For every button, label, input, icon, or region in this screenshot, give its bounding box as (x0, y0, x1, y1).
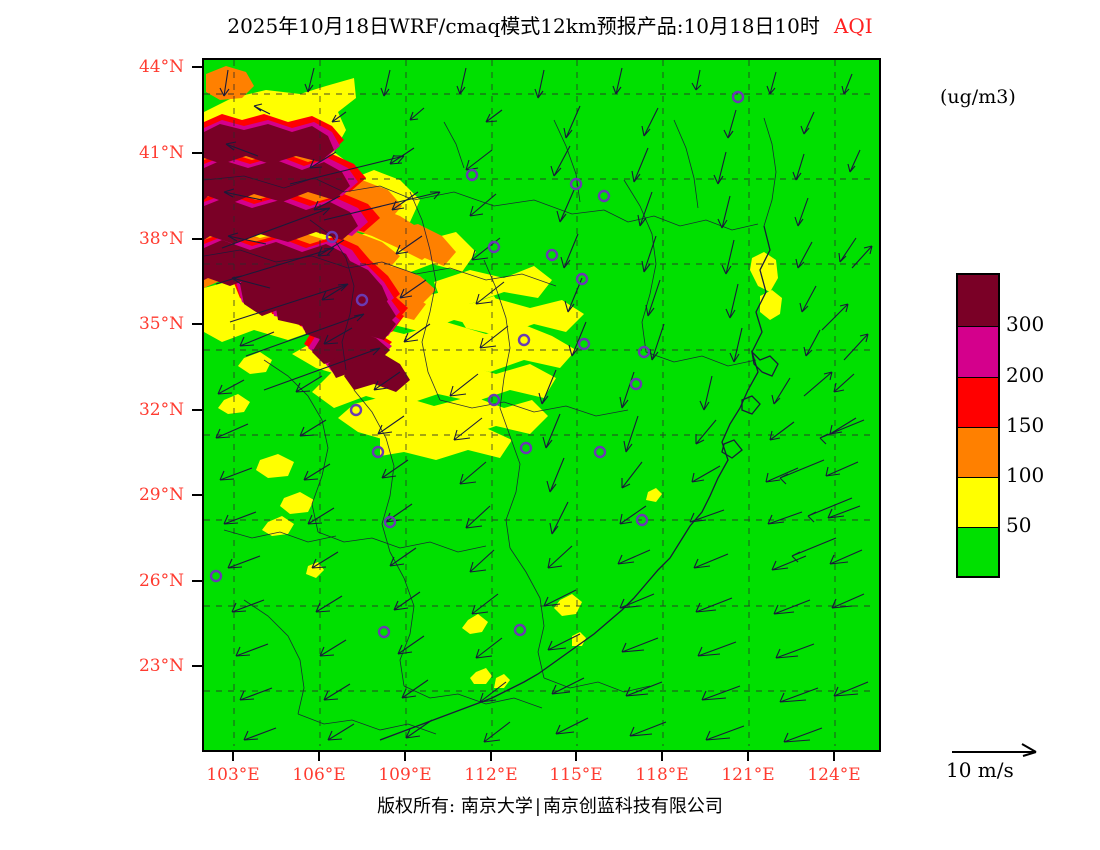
x-axis-label-103e: 103°E (206, 765, 260, 785)
colorbar-band-moderate (958, 477, 998, 527)
colorbar-divider-50 (958, 527, 998, 528)
y-axis-label-38n: 38°N (138, 229, 184, 249)
city-marker-group[interactable] (209, 90, 745, 639)
colorbar-divider-100 (958, 477, 998, 478)
x-tick-3 (490, 751, 492, 761)
x-tick-1 (318, 751, 320, 761)
x-tick-5 (661, 751, 663, 761)
x-axis-label-109e: 109°E (378, 765, 432, 785)
colorbar-divider-150 (958, 427, 998, 428)
x-axis-label-112e: 112°E (464, 765, 518, 785)
colorbar-band-severe (958, 275, 998, 326)
y-tick-7 (192, 665, 202, 667)
x-axis-label-121e: 121°E (721, 765, 775, 785)
y-axis-label-29n: 29°N (138, 485, 184, 505)
colorbar-tick-100: 100 (1006, 463, 1045, 487)
y-axis-label-23n: 23°N (138, 656, 184, 676)
map-canvas (204, 60, 875, 746)
y-tick-2 (192, 238, 202, 240)
colorbar-divider-200 (958, 377, 998, 378)
colorbar-divider-300 (958, 326, 998, 327)
y-tick-1 (192, 152, 202, 154)
title-variable-label: AQI (833, 14, 873, 38)
y-tick-6 (192, 580, 202, 582)
right-arrow-icon (952, 743, 1037, 757)
footer-separator: | (534, 796, 541, 817)
y-tick-5 (192, 494, 202, 496)
wind-vector-field (215, 67, 873, 743)
graticule-gridlines (204, 60, 875, 746)
colorbar-band-usg (958, 427, 998, 477)
x-tick-7 (833, 751, 835, 761)
x-tick-2 (404, 751, 406, 761)
y-axis-label-41n: 41°N (138, 143, 184, 163)
footer-copyright: 版权所有: 南京大学 | 南京创蓝科技有限公司 (0, 792, 1100, 818)
colorbar-tick-50: 50 (1006, 513, 1032, 537)
y-axis-label-26n: 26°N (138, 571, 184, 591)
wind-scale-reference (950, 738, 1070, 762)
y-axis-label-44n: 44°N (138, 57, 184, 77)
x-axis-label-124e: 124°E (807, 765, 861, 785)
colorbar-band-good (958, 527, 998, 576)
map-plot-area[interactable] (202, 58, 881, 752)
colorbar-tick-200: 200 (1006, 363, 1045, 387)
aqi-colorbar[interactable] (956, 273, 1000, 578)
x-axis-label-118e: 118°E (635, 765, 689, 785)
colorbar-band-very-unhealthy (958, 326, 998, 377)
x-tick-6 (747, 751, 749, 761)
y-axis-label-32n: 32°N (138, 400, 184, 420)
wind-scale-label: 10 m/s (946, 758, 1014, 782)
colorbar-unit-label: (ug/m3) (940, 86, 1016, 108)
y-tick-3 (192, 323, 202, 325)
x-tick-0 (232, 751, 234, 761)
y-tick-0 (192, 66, 202, 68)
y-axis-label-35n: 35°N (138, 314, 184, 334)
colorbar-tick-300: 300 (1006, 312, 1045, 336)
x-axis-label-106e: 106°E (292, 765, 346, 785)
footer-copyright-text: 版权所有: 南京大学 (377, 796, 533, 817)
colorbar-band-unhealthy (958, 377, 998, 427)
title-text: 2025年10月18日WRF/cmaq模式12km预报产品:10月18日10时 (227, 14, 820, 38)
y-tick-4 (192, 409, 202, 411)
x-axis-label-115e: 115°E (549, 765, 603, 785)
footer-organization-text: 南京创蓝科技有限公司 (542, 796, 723, 817)
aqi-level-severe-areas (204, 124, 410, 392)
page-title: 2025年10月18日WRF/cmaq模式12km预报产品:10月18日10时 A… (0, 10, 1100, 39)
x-tick-4 (575, 751, 577, 761)
colorbar-tick-150: 150 (1006, 413, 1045, 437)
